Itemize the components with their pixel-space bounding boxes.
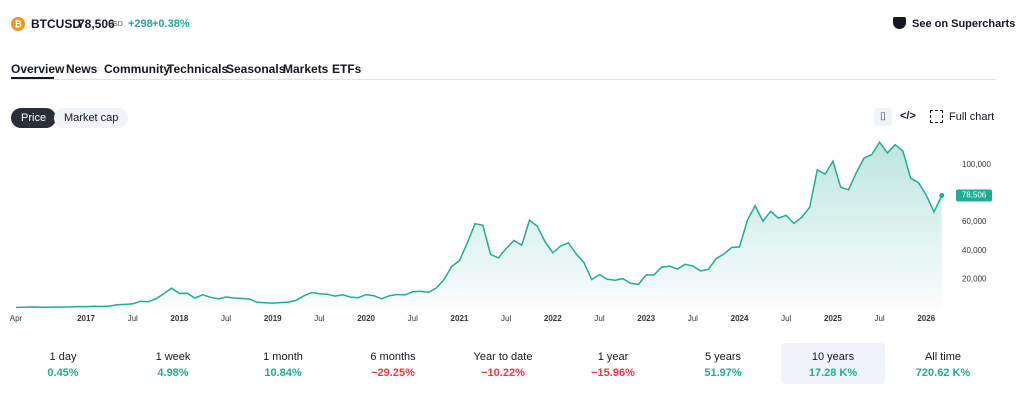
market-cap-button[interactable]: Market cap [54, 108, 129, 128]
y-tick-label: 60,000 [962, 217, 987, 226]
period[interactable]: 1 week 4.98% [121, 344, 225, 384]
period-name: 1 day [49, 351, 77, 363]
x-tick-label: Jul [594, 314, 604, 323]
x-tick-label: Jul [408, 314, 418, 323]
last-point [939, 192, 945, 198]
x-tick-label: 2026 [917, 314, 935, 323]
tab[interactable]: Community [104, 62, 170, 76]
tab[interactable]: News [66, 62, 98, 76]
y-tick-label: 100,000 [962, 160, 991, 169]
period-name: 1 week [155, 351, 191, 363]
period-value: −10.22% [481, 367, 525, 379]
supercharts-link[interactable]: See on Supercharts [912, 18, 1016, 30]
x-tick-label: 2021 [451, 314, 469, 323]
x-tick-label: 2024 [731, 314, 749, 323]
period[interactable]: 1 day 0.45% [11, 344, 115, 384]
x-tick-label: 2023 [637, 314, 655, 323]
x-tick-label: 2019 [264, 314, 282, 323]
x-tick-label: Jul [688, 314, 698, 323]
x-tick-label: 2022 [544, 314, 562, 323]
line [15, 140, 943, 309]
period[interactable]: 1 year −15.96% [561, 344, 665, 384]
tab[interactable]: Seasonals [226, 62, 286, 76]
price-label: 78,506 [962, 191, 987, 200]
divider [11, 79, 996, 80]
y-tick-label: 20,000 [962, 274, 987, 283]
period-value: −15.96% [591, 367, 635, 379]
symbol: BTCUSD [31, 17, 81, 31]
x-tick-label: Jul [314, 314, 324, 323]
tab[interactable]: Markets [283, 62, 329, 76]
tab[interactable]: ETFs [332, 62, 362, 76]
embed-button[interactable]: </> [900, 110, 916, 122]
period[interactable]: Year to date −10.22% [451, 344, 555, 384]
period-value: 51.97% [704, 367, 742, 379]
x-tick-label: 2020 [357, 314, 375, 323]
period-name: All time [924, 351, 962, 363]
x-tick-label: Jul [221, 314, 231, 323]
period[interactable]: 10 years 17.28 K% [781, 344, 885, 384]
period[interactable]: 1 month 10.84% [231, 344, 335, 384]
change-pct: +0.38% [152, 18, 190, 30]
period-value: 0.45% [47, 367, 79, 379]
chart: 20,000 40,000 60,000 100,000 Apr 2017 Jul 2018 J… [10, 140, 992, 323]
period-value: −29.25% [371, 367, 415, 379]
tab[interactable]: Technicals [167, 62, 229, 76]
period-name: Year to date [473, 351, 533, 363]
period[interactable]: All time 720.62 K% [891, 344, 995, 384]
period-name: 5 years [704, 351, 742, 363]
price-label-bg [956, 189, 992, 202]
tab[interactable]: Overview [11, 62, 65, 76]
price-button[interactable]: Price [11, 108, 57, 128]
change: +298 [128, 18, 153, 30]
x-tick-label: Jul [874, 314, 884, 323]
period-name: 10 years [811, 351, 855, 363]
snapshot-button[interactable]: ⌷ [874, 108, 892, 126]
x-tick-label: Jul [501, 314, 511, 323]
x-tick-label: 2025 [824, 314, 842, 323]
period-name: 1 year [597, 351, 629, 363]
period-name: 1 month [263, 351, 303, 363]
supercharts-icon[interactable] [893, 17, 906, 29]
x-tick-label: Jul [128, 314, 138, 323]
period[interactable]: 5 years 51.97% [671, 344, 775, 384]
period[interactable]: 6 months −29.25% [341, 344, 445, 384]
y-tick-label: 40,000 [962, 246, 987, 255]
x-tick-label: 2018 [170, 314, 188, 323]
full-chart-button[interactable]: Full chart [949, 111, 995, 123]
selected-period [781, 343, 885, 384]
period-value: 17.28 K% [808, 367, 858, 379]
price: 78,506 [78, 17, 115, 31]
period-value: 10.84% [264, 367, 302, 379]
period-value: 720.62 K% [915, 367, 971, 379]
x-tick-label: 2017 [77, 314, 95, 323]
currency: USD [108, 21, 123, 28]
tab-underline [11, 77, 54, 79]
x-tick-label: Jul [781, 314, 791, 323]
logo: ₿ [11, 17, 25, 31]
period-name: 6 months [370, 351, 416, 363]
period-value: 4.98% [157, 367, 189, 379]
x-tick-label: Apr [10, 314, 23, 323]
full-chart-icon[interactable] [930, 110, 943, 123]
